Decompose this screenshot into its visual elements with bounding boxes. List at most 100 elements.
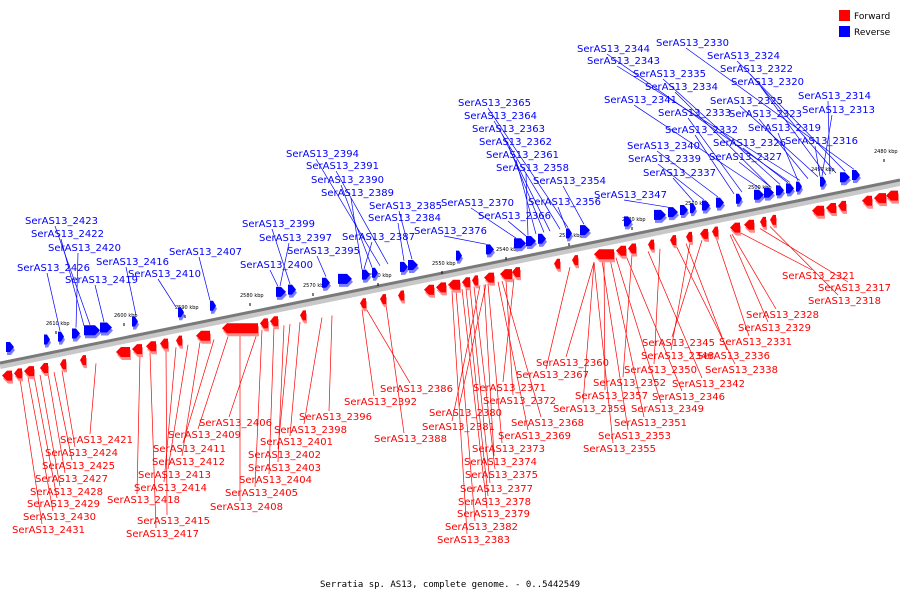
reverse-gene-arrow[interactable] [654, 209, 666, 220]
forward-gene-label[interactable]: SerAS13_2360 [536, 358, 609, 369]
forward-gene-label[interactable]: SerAS13_2414 [134, 483, 207, 494]
reverse-gene-label[interactable]: SerAS13_2322 [720, 64, 793, 75]
forward-gene-label[interactable]: SerAS13_2421 [60, 435, 133, 446]
reverse-gene-label[interactable]: SerAS13_2399 [242, 219, 315, 230]
reverse-gene-arrow[interactable] [786, 183, 794, 194]
reverse-gene-arrow[interactable] [840, 172, 850, 183]
forward-gene-label[interactable]: SerAS13_2321 [782, 271, 855, 282]
reverse-gene-label[interactable]: SerAS13_2341 [604, 95, 677, 106]
reverse-gene-arrow[interactable] [132, 316, 138, 327]
reverse-gene-arrow[interactable] [276, 286, 286, 297]
forward-gene-label[interactable]: SerAS13_2352 [593, 378, 666, 389]
forward-gene-label[interactable]: SerAS13_2392 [344, 397, 417, 408]
reverse-gene-label[interactable]: SerAS13_2327 [709, 152, 782, 163]
reverse-gene-arrow[interactable] [338, 273, 352, 284]
forward-gene-label[interactable]: SerAS13_2383 [437, 535, 510, 546]
forward-gene-arrow[interactable] [260, 318, 268, 329]
forward-gene-label[interactable]: SerAS13_2431 [12, 525, 85, 536]
forward-gene-arrow[interactable] [616, 245, 626, 256]
reverse-gene-label[interactable]: SerAS13_2347 [594, 190, 667, 201]
reverse-gene-arrow[interactable] [624, 216, 632, 227]
reverse-gene-arrow[interactable] [408, 260, 418, 271]
reverse-gene-label[interactable]: SerAS13_2385 [369, 201, 442, 212]
forward-gene-label[interactable]: SerAS13_2415 [137, 516, 210, 527]
forward-gene-arrow[interactable] [874, 193, 886, 204]
forward-gene-arrow[interactable] [2, 370, 12, 381]
forward-gene-label[interactable]: SerAS13_2402 [248, 450, 321, 461]
reverse-gene-label[interactable]: SerAS13_2332 [665, 125, 738, 136]
forward-gene-arrow[interactable] [744, 219, 754, 230]
reverse-gene-arrow[interactable] [456, 250, 462, 261]
forward-gene-label[interactable]: SerAS13_2405 [225, 488, 298, 499]
forward-gene-label[interactable]: SerAS13_2380 [429, 408, 502, 419]
reverse-gene-arrow[interactable] [526, 236, 536, 247]
forward-gene-arrow[interactable] [554, 258, 560, 269]
forward-gene-arrow[interactable] [300, 310, 306, 321]
forward-gene-arrow[interactable] [462, 277, 470, 288]
forward-gene-arrow[interactable] [132, 344, 142, 355]
forward-gene-arrow[interactable] [14, 368, 22, 379]
forward-gene-arrow[interactable] [40, 363, 48, 374]
forward-gene-label[interactable]: SerAS13_2388 [374, 434, 447, 445]
forward-gene-arrow[interactable] [448, 279, 460, 290]
reverse-gene-arrow[interactable] [716, 197, 724, 208]
reverse-gene-arrow[interactable] [764, 187, 774, 198]
reverse-gene-arrow[interactable] [100, 322, 112, 333]
forward-gene-label[interactable]: SerAS13_2403 [248, 463, 321, 474]
reverse-gene-label[interactable]: SerAS13_2343 [587, 56, 660, 67]
reverse-gene-label[interactable]: SerAS13_2370 [441, 198, 514, 209]
reverse-gene-label[interactable]: SerAS13_2314 [798, 91, 871, 102]
forward-gene-label[interactable]: SerAS13_2406 [199, 418, 272, 429]
forward-gene-arrow[interactable] [80, 355, 86, 366]
forward-gene-arrow[interactable] [380, 294, 386, 305]
forward-gene-label[interactable]: SerAS13_2411 [153, 444, 226, 455]
forward-gene-label[interactable]: SerAS13_2396 [299, 412, 372, 423]
forward-gene-label[interactable]: SerAS13_2428 [30, 487, 103, 498]
reverse-gene-label[interactable]: SerAS13_2361 [486, 150, 559, 161]
reverse-gene-label[interactable]: SerAS13_2387 [342, 232, 415, 243]
reverse-gene-arrow[interactable] [754, 189, 764, 200]
forward-gene-label[interactable]: SerAS13_2357 [575, 391, 648, 402]
reverse-gene-label[interactable]: SerAS13_2340 [627, 141, 700, 152]
forward-gene-label[interactable]: SerAS13_2328 [746, 310, 819, 321]
forward-gene-arrow[interactable] [500, 269, 512, 280]
reverse-gene-arrow[interactable] [72, 328, 80, 339]
reverse-gene-arrow[interactable] [6, 341, 14, 352]
forward-gene-label[interactable]: SerAS13_2418 [107, 495, 180, 506]
forward-gene-arrow[interactable] [648, 239, 654, 250]
reverse-gene-label[interactable]: SerAS13_2330 [656, 38, 729, 49]
reverse-gene-arrow[interactable] [796, 181, 802, 192]
reverse-gene-arrow[interactable] [580, 225, 590, 236]
forward-gene-arrow[interactable] [512, 267, 520, 278]
reverse-gene-label[interactable]: SerAS13_2384 [368, 213, 441, 224]
reverse-gene-arrow[interactable] [44, 334, 50, 345]
forward-gene-label[interactable]: SerAS13_2408 [210, 502, 283, 513]
forward-gene-label[interactable]: SerAS13_2318 [808, 296, 881, 307]
forward-gene-arrow[interactable] [424, 284, 434, 295]
forward-gene-arrow[interactable] [160, 338, 168, 349]
forward-gene-arrow[interactable] [700, 228, 708, 239]
forward-gene-label[interactable]: SerAS13_2409 [168, 430, 241, 441]
forward-gene-arrow[interactable] [730, 222, 740, 233]
reverse-gene-arrow[interactable] [178, 307, 184, 318]
reverse-gene-arrow[interactable] [362, 269, 370, 280]
reverse-gene-label[interactable]: SerAS13_2339 [628, 154, 701, 165]
forward-gene-arrow[interactable] [398, 290, 404, 301]
forward-gene-label[interactable]: SerAS13_2351 [614, 418, 687, 429]
forward-gene-label[interactable]: SerAS13_2398 [274, 425, 347, 436]
forward-gene-arrow[interactable] [670, 235, 676, 246]
forward-gene-arrow[interactable] [712, 226, 718, 237]
reverse-gene-label[interactable]: SerAS13_2410 [128, 269, 201, 280]
reverse-gene-label[interactable]: SerAS13_2366 [478, 211, 551, 222]
reverse-gene-label[interactable]: SerAS13_2344 [577, 44, 650, 55]
forward-gene-arrow[interactable] [812, 205, 824, 216]
forward-gene-arrow[interactable] [222, 323, 258, 334]
forward-gene-label[interactable]: SerAS13_2331 [719, 337, 792, 348]
reverse-gene-arrow[interactable] [514, 238, 526, 249]
reverse-gene-label[interactable]: SerAS13_2391 [306, 161, 379, 172]
reverse-gene-arrow[interactable] [372, 267, 378, 278]
reverse-gene-label[interactable]: SerAS13_2354 [533, 176, 606, 187]
forward-gene-arrow[interactable] [838, 200, 846, 211]
forward-gene-label[interactable]: SerAS13_2350 [624, 365, 697, 376]
reverse-gene-arrow[interactable] [322, 277, 330, 288]
